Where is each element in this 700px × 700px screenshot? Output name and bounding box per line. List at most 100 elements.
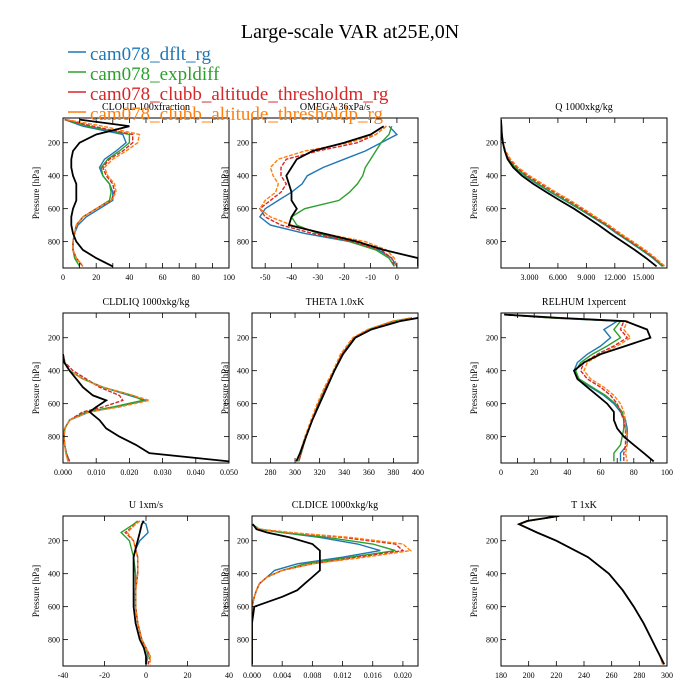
y-tick-label: 800 xyxy=(48,433,60,442)
panel-title: Q 1000xkg/kg xyxy=(555,102,613,113)
y-tick-label: 800 xyxy=(237,636,249,645)
x-tick-label: 9.000 xyxy=(577,273,595,282)
panel-title: T 1xK xyxy=(571,500,597,511)
x-tick-label: 0.008 xyxy=(303,671,321,680)
legend-label: cam078_dflt_rg xyxy=(90,44,212,65)
x-tick-label: 80 xyxy=(630,468,638,477)
series-line xyxy=(298,317,413,462)
legend-entry: cam078_clubb_altitude_thresholdm_rg xyxy=(68,84,389,105)
y-tick-label: 800 xyxy=(237,238,249,247)
series-line xyxy=(258,125,395,267)
y-axis-label: Pressure [hPa] xyxy=(220,565,230,617)
y-tick-label: 600 xyxy=(237,400,249,409)
x-tick-label: 0.000 xyxy=(243,671,261,680)
x-tick-label: 0.004 xyxy=(273,671,291,680)
y-tick-label: 200 xyxy=(486,139,498,148)
x-tick-label: 0.020 xyxy=(394,671,412,680)
series-line xyxy=(64,118,134,267)
x-tick-label: 20 xyxy=(92,273,100,282)
x-tick-label: 100 xyxy=(223,273,235,282)
y-tick-label: 800 xyxy=(48,238,60,247)
x-tick-label: 280 xyxy=(264,468,276,477)
y-axis-label: Pressure [hPa] xyxy=(31,362,41,414)
x-tick-label: 40 xyxy=(563,468,571,477)
series-line xyxy=(298,317,413,462)
plot-frame xyxy=(62,117,230,269)
series-line xyxy=(504,313,655,463)
plot-frame xyxy=(251,117,419,269)
x-tick-label: 0.050 xyxy=(220,468,238,477)
series-line xyxy=(63,354,124,462)
legend-label: cam078_clubb_altitude_thresholdp_rg xyxy=(90,104,384,125)
series-line xyxy=(504,313,625,462)
x-tick-label: 0.040 xyxy=(187,468,205,477)
series-line xyxy=(252,523,321,665)
x-tick-label: 0.030 xyxy=(154,468,172,477)
chart-panel: 0 20 40 60 80 100 200 400 600 800 CLOUD 100xfracti… xyxy=(31,102,235,282)
series-line xyxy=(64,118,127,267)
series-line xyxy=(63,354,145,462)
y-tick-label: 800 xyxy=(48,636,60,645)
y-tick-label: 600 xyxy=(486,400,498,409)
figure-title: Large-scale VAR at25E,0N xyxy=(241,21,459,43)
x-tick-label: 320 xyxy=(314,468,326,477)
x-tick-label: 0 xyxy=(144,671,148,680)
legend: cam078_dflt_rg cam078_expldiff cam078_cl… xyxy=(68,44,389,125)
x-tick-label: 240 xyxy=(578,671,590,680)
y-tick-label: 400 xyxy=(486,570,498,579)
chart-panel: 3.000 6.000 9.000 12.000 15.000 200 400 600 800 Q… xyxy=(469,102,668,282)
y-tick-label: 600 xyxy=(486,205,498,214)
plot-frame xyxy=(62,515,230,667)
series-line xyxy=(296,317,413,462)
plot-frame xyxy=(251,312,419,464)
y-tick-label: 200 xyxy=(48,334,60,343)
plot-frame xyxy=(500,515,668,667)
y-tick-label: 600 xyxy=(48,603,60,612)
panel-title: RELHUM 1xpercent xyxy=(542,297,626,308)
x-tick-label: 0 xyxy=(499,468,503,477)
x-tick-label: 60 xyxy=(597,468,605,477)
panel-title: U 1xm/s xyxy=(129,500,163,511)
x-tick-label: 380 xyxy=(387,468,399,477)
chart-panel: 0.000 0.010 0.020 0.030 0.040 0.050 200 400 600 8… xyxy=(31,297,238,477)
x-tick-label: -20 xyxy=(99,671,110,680)
series-line xyxy=(504,313,632,462)
y-tick-label: 200 xyxy=(48,139,60,148)
x-tick-label: -50 xyxy=(260,273,271,282)
series-line xyxy=(252,523,381,665)
series-line xyxy=(252,523,405,665)
y-tick-label: 400 xyxy=(48,570,60,579)
series-line xyxy=(517,516,664,665)
y-tick-label: 200 xyxy=(237,537,249,546)
legend-label: cam078_expldiff xyxy=(90,64,220,85)
y-tick-label: 800 xyxy=(486,433,498,442)
y-tick-label: 200 xyxy=(486,537,498,546)
panel-title: CLOUD 100xfraction xyxy=(102,102,190,113)
y-tick-label: 400 xyxy=(237,570,249,579)
x-tick-label: 60 xyxy=(159,273,167,282)
x-tick-label: 0.000 xyxy=(54,468,72,477)
series-line xyxy=(126,520,151,665)
x-tick-label: -20 xyxy=(339,273,350,282)
x-tick-label: 200 xyxy=(523,671,535,680)
plot-frame xyxy=(62,312,230,464)
series-line xyxy=(70,118,130,268)
plot-frame xyxy=(500,117,668,269)
panel-title: THETA 1.0xK xyxy=(306,297,365,308)
y-tick-label: 200 xyxy=(48,537,60,546)
legend-entry: cam078_expldiff xyxy=(68,64,220,85)
plot-frame xyxy=(500,312,668,464)
y-axis-label: Pressure [hPa] xyxy=(220,167,230,219)
chart-panel: -40 -20 0 20 40 200 400 600 800 U 1xm/s Pressure [… xyxy=(31,500,233,680)
panel-title: CLDICE 1000xkg/kg xyxy=(292,500,378,511)
x-tick-label: -40 xyxy=(286,273,297,282)
legend-entry: cam078_dflt_rg xyxy=(68,44,212,65)
series-line xyxy=(258,125,398,267)
legend-label: cam078_clubb_altitude_thresholdm_rg xyxy=(90,84,389,105)
series-line xyxy=(63,354,149,462)
x-tick-label: 0.012 xyxy=(334,671,352,680)
x-tick-label: 40 xyxy=(125,273,133,282)
series-line xyxy=(290,125,395,267)
y-tick-label: 200 xyxy=(237,334,249,343)
series-line xyxy=(66,118,141,267)
